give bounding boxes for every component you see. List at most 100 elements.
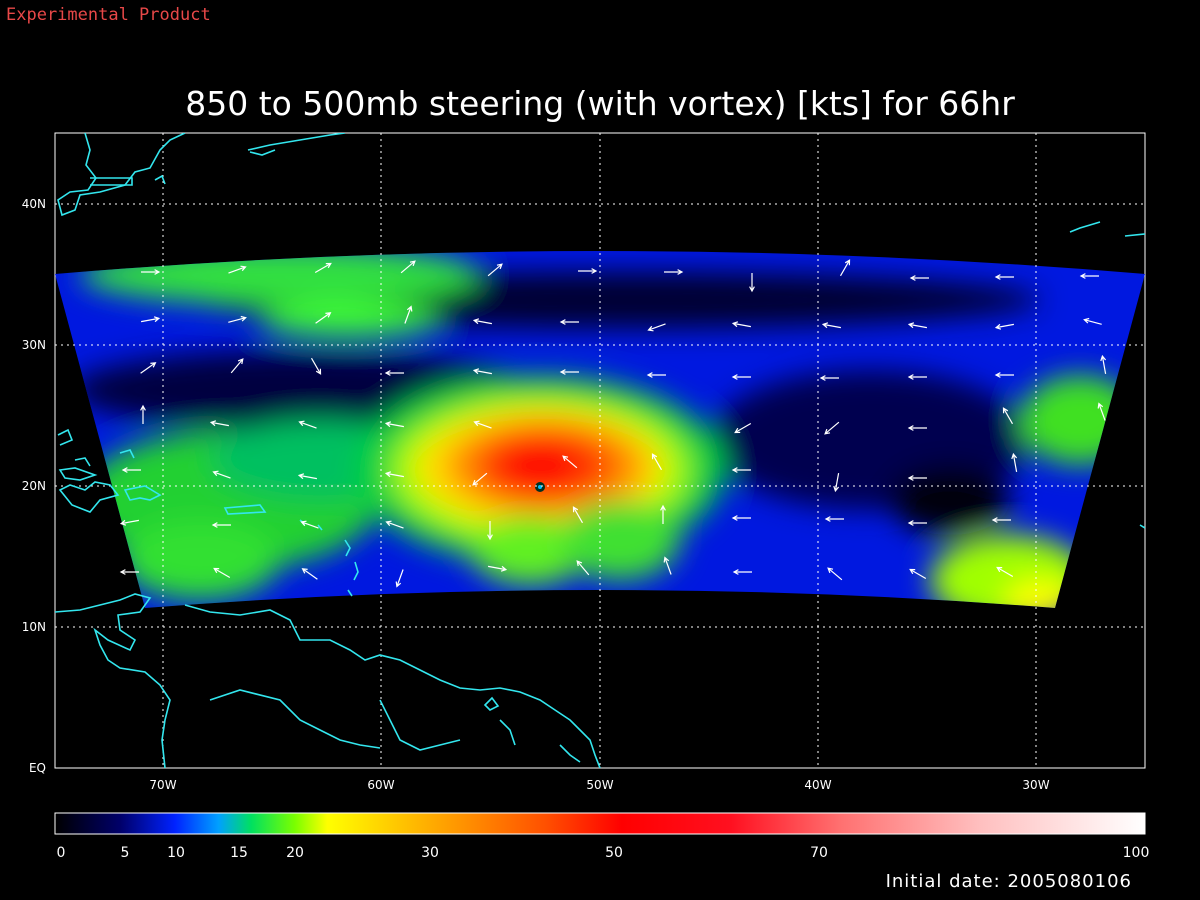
wind-arrow (472, 368, 493, 375)
wind-arrow (211, 522, 231, 528)
wind-arrow (228, 315, 247, 323)
wind-arrow (907, 520, 927, 526)
lat-label-10n: 10N (22, 620, 46, 634)
wind-arrow (562, 455, 578, 469)
wind-arrow (907, 322, 928, 329)
wind-arrow (487, 263, 503, 277)
lon-label-40w: 40W (804, 778, 831, 792)
wind-arrow (1079, 273, 1099, 279)
wind-arrow (994, 323, 1015, 330)
wind-arrow (731, 374, 751, 380)
wind-arrow (576, 560, 590, 576)
wind-arrow (994, 274, 1014, 280)
wind-arrow (385, 520, 404, 529)
wind-speed-field (55, 251, 1145, 608)
lon-label-30w: 30W (1022, 778, 1049, 792)
wind-arrow (297, 473, 318, 480)
wind-arrow (647, 323, 666, 332)
wind-arrow (314, 262, 332, 274)
wind-arrow (994, 372, 1014, 378)
lon-label-50w: 50W (586, 778, 613, 792)
wind-arrow (487, 565, 508, 572)
wind-arrow (646, 372, 666, 378)
wind-arrow (907, 374, 927, 380)
wind-arrow (663, 556, 672, 575)
lat-label-40n: 40N (22, 197, 46, 211)
colorbar-label-15: 15 (230, 845, 248, 861)
wind-arrow (298, 420, 317, 429)
wind-arrow (140, 316, 161, 323)
wind-arrow (559, 319, 579, 325)
wind-arrow (731, 467, 751, 473)
colorbar-label-30: 30 (421, 845, 439, 861)
wind-arrow (824, 516, 844, 522)
wind-arrow (119, 519, 140, 526)
map-title: 850 to 500mb steering (with vortex) [kts… (185, 84, 1015, 123)
wind-arrow (119, 569, 139, 575)
wind-arrow (140, 404, 146, 424)
wind-arrow (228, 265, 247, 274)
wind-arrow (473, 420, 492, 429)
wind-arrow (472, 318, 493, 325)
wind-arrow (559, 369, 579, 375)
lon-label-60w: 60W (367, 778, 394, 792)
wind-arrow (572, 506, 584, 524)
steering-wind-arrows (119, 259, 1107, 588)
wind-arrow (731, 515, 751, 521)
wind-arrow (212, 470, 231, 479)
wind-arrow (1083, 317, 1102, 325)
wind-arrow (996, 566, 1014, 578)
wind-arrow (121, 467, 141, 473)
wind-arrow (141, 269, 161, 275)
wind-arrow (827, 567, 843, 581)
wind-arrow (578, 268, 598, 274)
wind-arrow (909, 568, 927, 580)
wind-arrow (651, 453, 663, 471)
wind-arrow (487, 521, 493, 541)
wind-arrow (213, 567, 231, 579)
wind-arrow (907, 475, 927, 481)
wind-arrow (732, 569, 752, 575)
wind-arrow (833, 472, 840, 493)
wind-arrow (819, 375, 839, 381)
colorbar-tick-labels: 0 5 10 15 20 30 50 70 100 (57, 845, 1150, 861)
colorbar-label-70: 70 (810, 845, 828, 861)
wind-arrow (384, 370, 404, 376)
wind-arrow (839, 259, 851, 277)
colorbar-label-0: 0 (57, 845, 66, 861)
colorbar-label-100: 100 (1123, 845, 1150, 861)
wind-arrow (310, 357, 322, 375)
wind-arrow (660, 504, 666, 524)
wind-arrow (821, 322, 842, 329)
colorbar-label-10: 10 (167, 845, 185, 861)
lat-label-eq: EQ (29, 761, 46, 775)
wind-arrow (909, 275, 929, 281)
wind-arrow (749, 273, 755, 293)
lon-label-70w: 70W (149, 778, 176, 792)
wind-arrow (824, 421, 840, 435)
wind-arrow (1100, 354, 1107, 375)
wind-arrow (1097, 402, 1106, 421)
longitude-tick-labels: 70W 60W 50W 40W 30W (149, 778, 1049, 792)
wind-arrow (140, 362, 157, 374)
wind-arrow (384, 471, 405, 478)
wind-arrow (1011, 452, 1018, 473)
wind-arrow (1002, 407, 1014, 425)
experimental-product-label: Experimental Product (6, 5, 211, 25)
wind-arrow (300, 520, 319, 529)
wind-arrow (230, 358, 244, 374)
lat-label-20n: 20N (22, 479, 46, 493)
colorbar-label-20: 20 (286, 845, 304, 861)
latitude-tick-labels: EQ 10N 20N 30N 40N (22, 197, 46, 775)
coastlines (55, 133, 1145, 768)
wind-arrow (734, 422, 752, 434)
wind-arrow (315, 312, 332, 324)
wind-arrow (400, 260, 416, 274)
wind-arrow (384, 421, 405, 428)
wind-arrow (664, 269, 684, 275)
colorbar-label-5: 5 (121, 845, 130, 861)
colorbar-label-50: 50 (605, 845, 623, 861)
lat-label-30n: 30N (22, 338, 46, 352)
wind-arrow (395, 569, 404, 588)
